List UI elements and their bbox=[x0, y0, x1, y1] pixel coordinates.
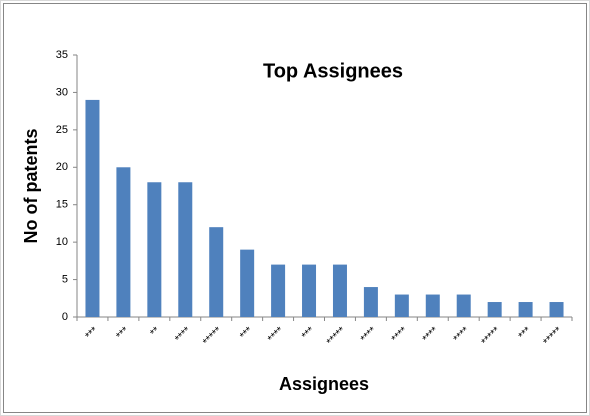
bar bbox=[518, 302, 533, 317]
y-tick-label: 25 bbox=[56, 124, 68, 136]
bar bbox=[85, 99, 100, 318]
y-tick-label: 35 bbox=[56, 49, 68, 61]
y-axis-title: No of patents bbox=[21, 129, 41, 244]
bar bbox=[549, 302, 564, 317]
bar bbox=[394, 294, 409, 317]
bar bbox=[302, 264, 317, 317]
bar bbox=[363, 287, 378, 317]
bar bbox=[178, 182, 193, 317]
bar bbox=[487, 302, 502, 317]
bar bbox=[209, 227, 224, 317]
y-tick-label: 20 bbox=[56, 161, 68, 173]
y-tick-label: 30 bbox=[56, 86, 68, 98]
bar bbox=[147, 182, 162, 317]
bar bbox=[456, 294, 471, 317]
y-tick-label: 0 bbox=[62, 311, 68, 323]
bar bbox=[271, 264, 286, 317]
chart-border bbox=[3, 3, 587, 413]
bar bbox=[116, 167, 131, 317]
bar bbox=[332, 264, 347, 317]
bar bbox=[425, 294, 440, 317]
y-tick-label: 5 bbox=[62, 273, 68, 285]
x-axis-title: Assignees bbox=[279, 374, 369, 394]
y-tick-label: 15 bbox=[56, 199, 68, 211]
y-tick-label: 10 bbox=[56, 236, 68, 248]
bar bbox=[240, 249, 255, 317]
chart-title: Top Assignees bbox=[263, 60, 403, 82]
